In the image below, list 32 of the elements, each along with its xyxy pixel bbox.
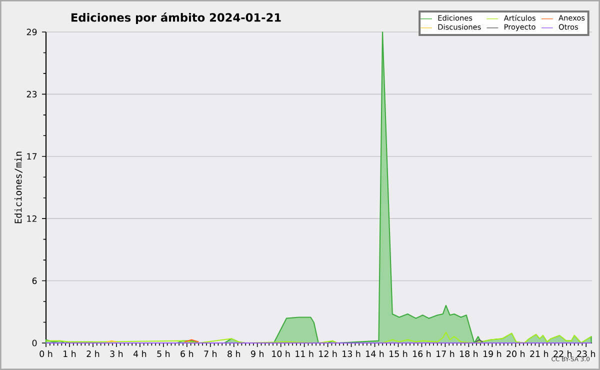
x-tick-label: 19 h xyxy=(483,350,502,358)
y-tick-label: 23 xyxy=(26,90,37,98)
x-tick-label: 6 h xyxy=(180,350,194,358)
x-tick-label: 18 h xyxy=(460,350,478,358)
x-tick-label: 22 h xyxy=(554,350,572,357)
x-tick-label: 13 h xyxy=(342,350,360,358)
x-tick-label: 11 h xyxy=(296,350,314,357)
y-tick-label: 0 xyxy=(32,340,37,346)
x-tick-label: 5 h xyxy=(157,350,170,358)
y-tick-label: 29 xyxy=(26,28,37,36)
x-tick-label: 21 h xyxy=(530,350,548,357)
x-tick-label: 1 h xyxy=(64,350,76,357)
x-tick-label: 16 h xyxy=(413,350,431,358)
x-tick-label: 7 h xyxy=(204,350,217,357)
x-tick-label: 0 h xyxy=(40,350,52,358)
x-tick-label: 15 h xyxy=(390,350,408,358)
y-tick-label: 12 xyxy=(27,215,36,222)
x-tick-label: 4 h xyxy=(133,350,146,357)
x-tick-label: 10 h xyxy=(272,350,290,358)
y-tick-label: 6 xyxy=(32,278,37,284)
x-tick-label: 9 h xyxy=(251,350,264,358)
x-tick-label: 12 h xyxy=(319,350,337,357)
x-tick-label: 20 h xyxy=(506,350,525,358)
x-tick-label: 17 h xyxy=(436,350,454,357)
x-tick-label: 14 h xyxy=(366,350,384,357)
y-tick-label: 17 xyxy=(27,153,37,160)
chart-title: Ediciones por ámbito 2024-01-21 xyxy=(72,12,281,24)
y-axis-title: Ediciones/min xyxy=(14,152,22,224)
x-tick-label: 23 h xyxy=(577,350,596,358)
x-tick-label: 8 h xyxy=(228,350,240,358)
x-tick-label: 2 h xyxy=(86,350,100,357)
x-tick-label: 3 h xyxy=(110,350,123,358)
